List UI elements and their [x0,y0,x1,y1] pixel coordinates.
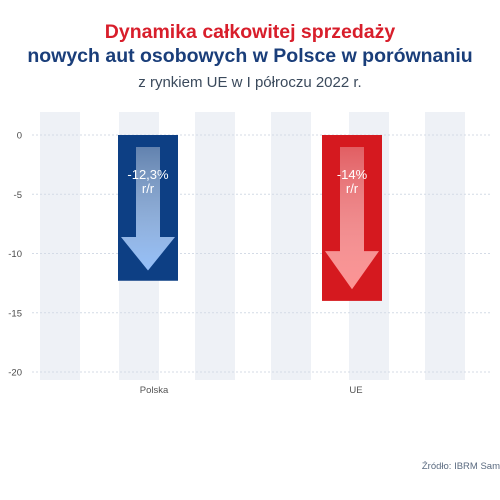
background-stripe [40,112,80,380]
x-category-label: Polska [140,385,169,396]
chart-title-line2: nowych aut osobowych w Polsce w porównan… [27,45,473,67]
y-axis-ticks: 0 -5 -10 -15 -20 [8,131,22,379]
bar-data-label: r/r [142,181,155,196]
bar-data-label: -14% [337,167,368,182]
y-tick-label: -20 [8,368,22,379]
y-tick-label: -10 [8,249,22,260]
y-tick-label: 0 [17,131,22,142]
down-arrow-icon [121,147,175,271]
y-tick-label: -15 [8,308,22,319]
bars: -12,3%r/r-14%r/r [118,135,382,301]
grid-lines [32,134,490,373]
x-axis-labels: Polska UE [140,385,363,396]
x-category-label: UE [349,385,362,396]
y-tick-label: -5 [14,190,22,201]
bar-data-label: -12,3% [127,167,169,182]
background-stripe [425,112,465,380]
chart-subtitle: z rynkiem UE w I półroczu 2022 r. [138,74,362,91]
background-stripe [195,112,235,380]
background-stripe [271,112,311,380]
down-arrow-icon [325,147,379,290]
bar-group-eu: -14%r/r [322,135,382,301]
bar-data-label: r/r [346,181,359,196]
source-note: Źródło: IBRM Sam [421,461,500,472]
background-stripes [40,112,465,380]
bar-group-poland: -12,3%r/r [118,135,178,281]
chart-title-line1: Dynamika całkowitej sprzedaży [104,21,396,43]
chart-title-block: Dynamika całkowitej sprzedaży nowych aut… [0,20,500,94]
